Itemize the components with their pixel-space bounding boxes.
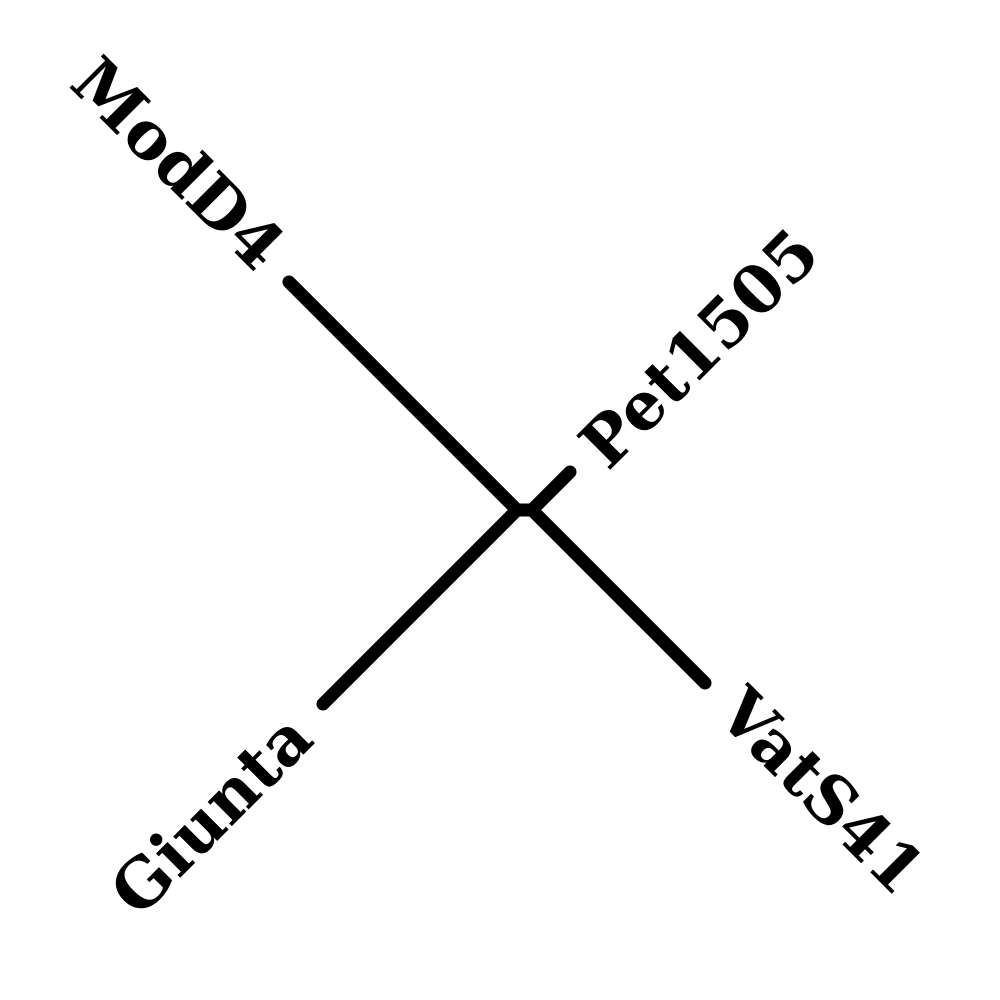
branch-pet1505: [525, 465, 577, 517]
leaf-label-vats41: VatS41: [702, 671, 940, 909]
branch-giunta: [316, 503, 524, 711]
leaf-label-giunta: Giunta: [95, 698, 327, 930]
branch-vats41: [525, 503, 712, 690]
leaf-label-pet1505: Pet1505: [564, 213, 834, 483]
branch-modd4: [282, 275, 524, 517]
leaf-label-modd4: ModD4: [56, 42, 300, 286]
